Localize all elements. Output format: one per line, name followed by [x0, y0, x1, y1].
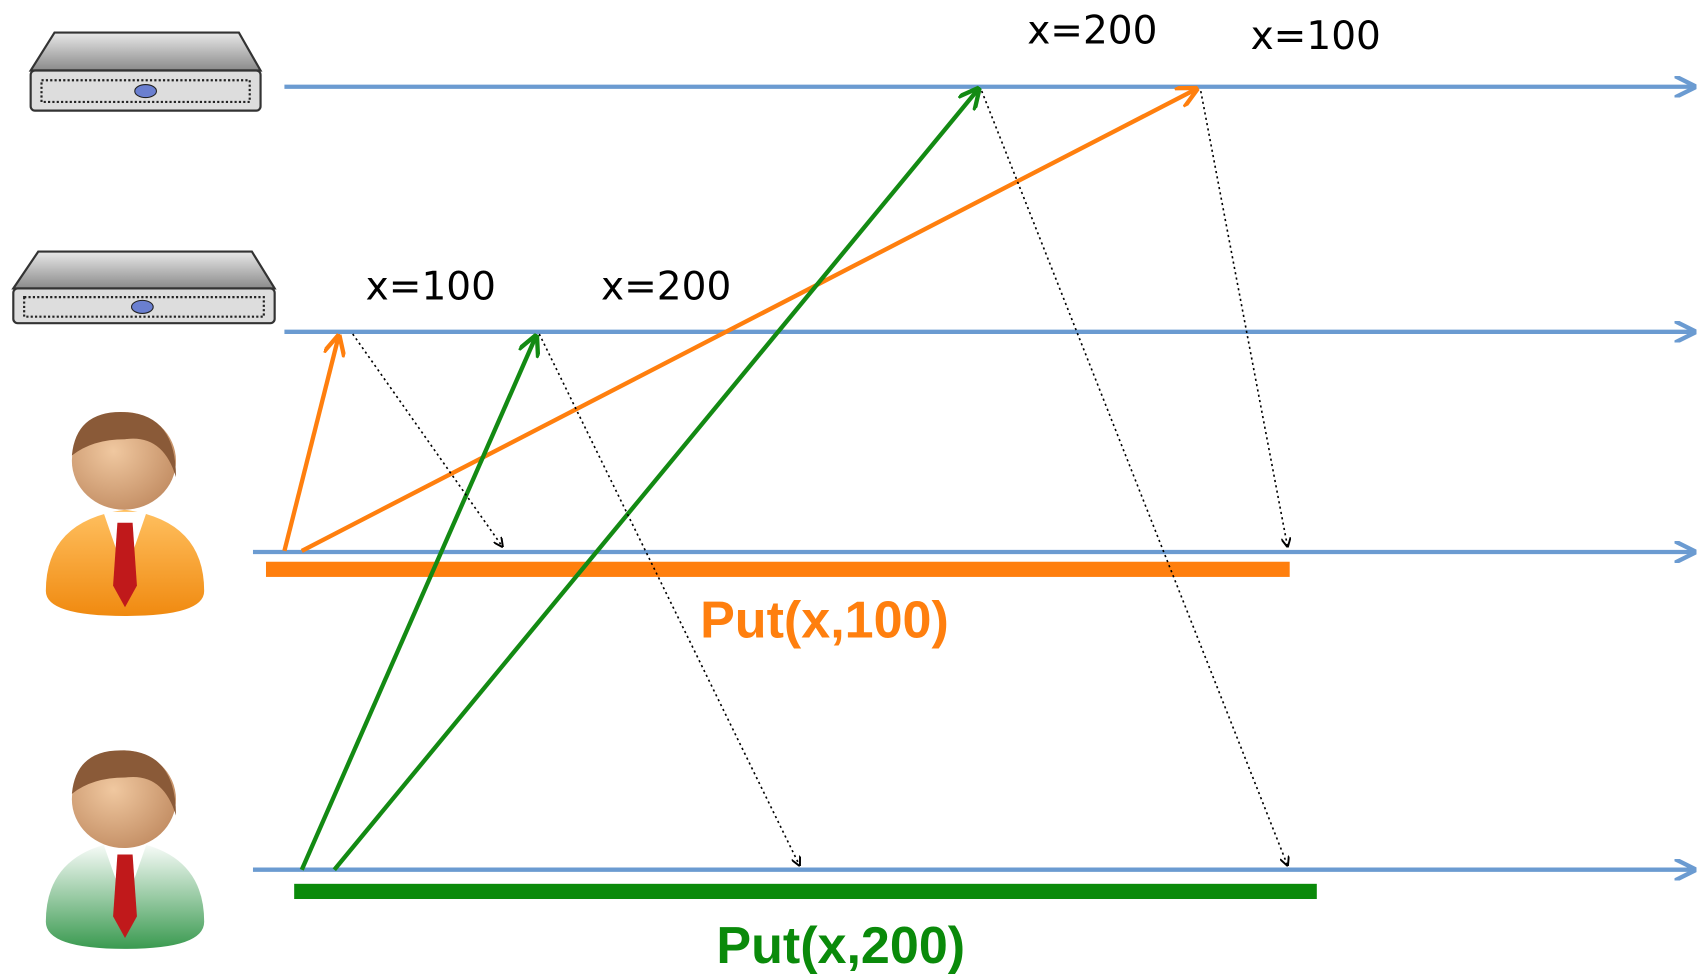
- reply-arrow: [1201, 91, 1288, 546]
- request-arrow: [334, 89, 978, 870]
- operation-bar: [294, 884, 1317, 899]
- operation-label: Put(x,200): [716, 917, 965, 975]
- client-icon: [46, 412, 204, 616]
- value-label: x=100: [366, 264, 496, 309]
- value-label: x=200: [1027, 8, 1157, 53]
- operation-label: Put(x,100): [700, 592, 949, 650]
- diagram: x=200 x=100 x=100 x=200 Put(x,100) Put(x…: [0, 0, 1701, 976]
- operation-bar: [266, 562, 1290, 577]
- value-label: x=100: [1251, 14, 1381, 59]
- client-icon: [46, 750, 204, 949]
- server-icon: [31, 33, 261, 111]
- request-arrow: [284, 336, 338, 551]
- server-icon: [13, 252, 274, 324]
- request-arrow: [302, 336, 536, 870]
- reply-arrow: [982, 91, 1288, 865]
- value-label: x=200: [601, 264, 731, 309]
- request-arrow: [302, 89, 1197, 551]
